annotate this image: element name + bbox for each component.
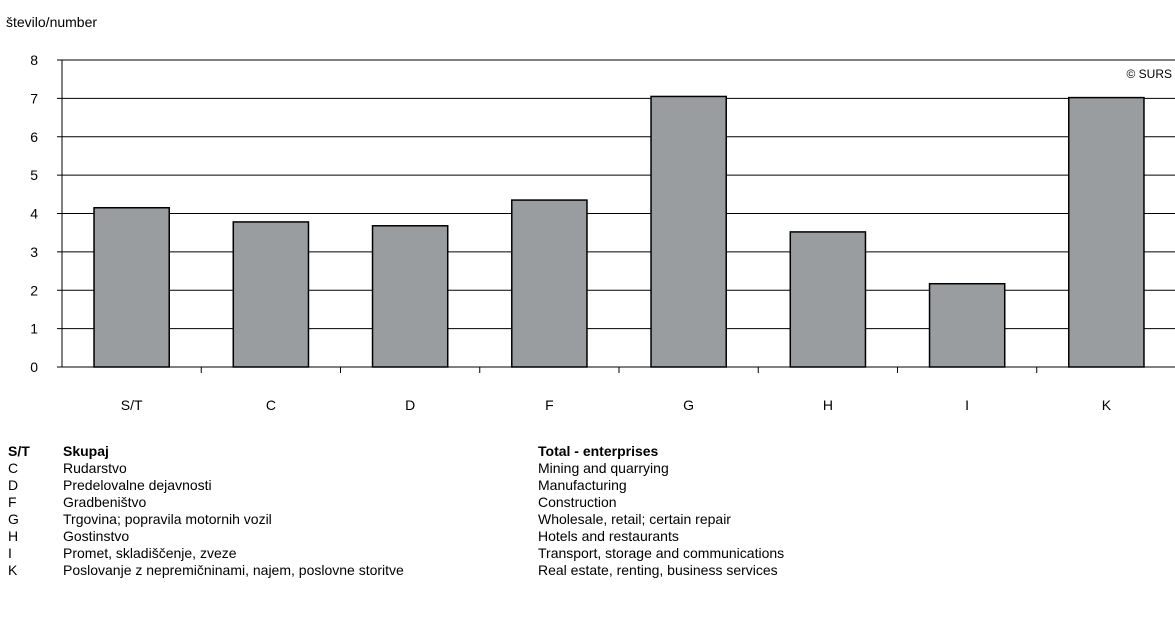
bar-i (928, 282, 1006, 368)
legend-code: H (8, 528, 19, 544)
x-tick-label: C (266, 397, 276, 413)
legend-code: D (8, 477, 19, 493)
legend-slovene-label: Trgovina; popravila motornih vozil (63, 511, 272, 527)
legend-code: S/T (8, 443, 30, 459)
bars (93, 95, 1145, 368)
legend-code: C (8, 460, 19, 476)
legend-english-label: Wholesale, retail; certain repair (538, 511, 731, 527)
legend-english-label: Mining and quarrying (538, 460, 669, 476)
x-tick-label: F (545, 397, 554, 413)
watermark-label: © SURS (1126, 67, 1172, 81)
legend-slovene-label: Skupaj (63, 443, 109, 459)
axes (57, 59, 1175, 373)
y-tick-label: 8 (30, 52, 38, 68)
y-axis-label: število/number (6, 14, 98, 30)
y-tick-label: 5 (30, 167, 38, 183)
legend-english-label: Construction (538, 494, 617, 510)
legend-english-label: Real estate, renting, business services (538, 562, 778, 578)
bar-h (789, 231, 867, 368)
legend-code: G (8, 511, 19, 527)
legend-english-label: Manufacturing (538, 477, 627, 493)
x-tick-label: S/T (121, 397, 143, 413)
x-tick-label: D (405, 397, 415, 413)
bar-f (511, 199, 588, 368)
y-tick-label: 4 (30, 206, 38, 222)
x-tick-labels: S/T C D F G H I K (121, 397, 1112, 413)
x-tick-label: G (683, 397, 694, 413)
bar-d (371, 225, 449, 368)
legend-code: I (8, 545, 12, 561)
x-tick-label: I (965, 397, 969, 413)
legend-english-label: Total - enterprises (538, 443, 659, 459)
bar-k (1068, 96, 1145, 368)
y-tick-label: 7 (30, 90, 38, 106)
y-tick-label: 0 (30, 359, 38, 375)
legend-english-label: Transport, storage and communications (538, 545, 785, 561)
y-tick-label: 2 (30, 282, 38, 298)
x-tick-label: K (1102, 397, 1112, 413)
legend-slovene-label: Poslovanje z nepremičninami, najem, posl… (63, 562, 404, 578)
y-tick-label: 1 (30, 321, 38, 337)
legend-slovene-label: Gradbeništvo (63, 494, 147, 510)
bar-chart: 0 1 2 3 4 5 6 7 8 S/T C D F G H I K © SURS (30, 52, 1175, 413)
bar-c (232, 221, 310, 368)
legend-code: F (8, 494, 17, 510)
legend-slovene-label: Predelovalne dejavnosti (63, 477, 212, 493)
legend-slovene-label: Promet, skladiščenje, zveze (63, 545, 237, 561)
x-tick-label: H (823, 397, 833, 413)
y-tick-labels: 0 1 2 3 4 5 6 7 8 (30, 52, 38, 375)
legend-code: K (8, 562, 18, 578)
y-tick-label: 6 (30, 129, 38, 145)
gridlines (62, 59, 1175, 330)
bar-g (650, 95, 727, 368)
legend-slovene-label: Rudarstvo (63, 460, 127, 476)
legend-slovene-label: Gostinstvo (63, 528, 130, 544)
legend-english-label: Hotels and restaurants (538, 528, 679, 544)
bar-st (93, 206, 170, 368)
y-tick-label: 3 (30, 244, 38, 260)
